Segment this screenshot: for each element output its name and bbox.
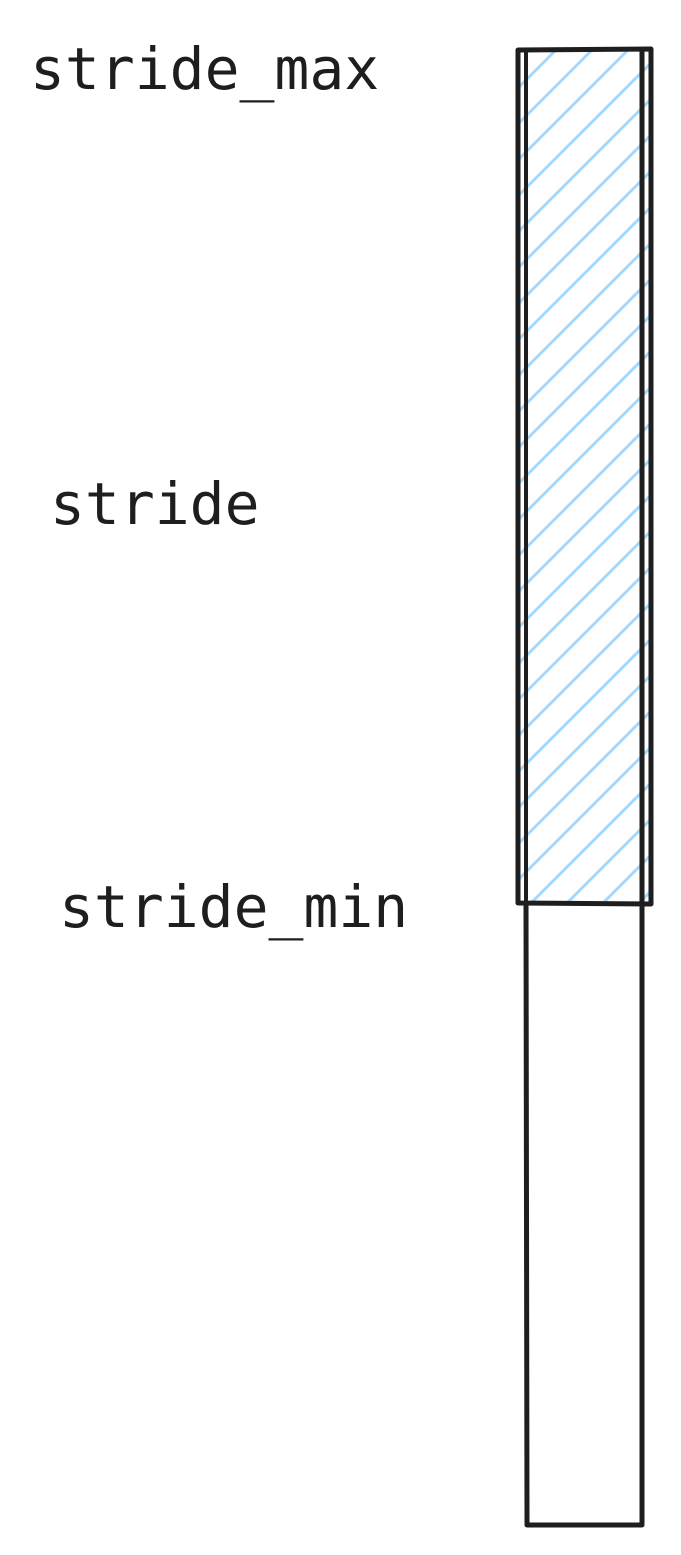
stride-range-hatch <box>519 51 681 1059</box>
hatch-line <box>519 133 650 269</box>
hatch-line <box>519 529 650 665</box>
hatch-line <box>519 51 629 161</box>
hatch-line <box>519 241 650 377</box>
stride-range-box <box>515 46 654 907</box>
hatch-line <box>519 61 650 197</box>
hatch-line <box>519 457 650 593</box>
hatch-line <box>519 745 650 881</box>
hatch-line <box>519 313 650 449</box>
hatch-line <box>519 637 650 773</box>
hatch-line <box>519 169 650 305</box>
hatch-line <box>519 51 681 1059</box>
stride-min-label: stride_min <box>59 873 409 941</box>
stride-label: stride <box>50 470 260 538</box>
hatch-line <box>519 51 593 125</box>
hatch-line <box>519 493 650 629</box>
hatch-line <box>519 565 650 701</box>
hatch-line <box>519 385 650 521</box>
hatch-line <box>519 97 650 233</box>
hatch-line <box>519 673 650 809</box>
hatch-line <box>519 205 650 341</box>
hatch-line <box>519 349 650 485</box>
stride-full-column <box>523 900 645 1528</box>
hatch-line <box>600 853 650 903</box>
hatch-line <box>636 889 650 903</box>
hatch-line <box>528 781 650 903</box>
hatch-line <box>519 601 650 737</box>
hatch-line <box>519 421 650 557</box>
hatch-line <box>519 277 650 413</box>
stride-max-label: stride_max <box>30 35 380 103</box>
